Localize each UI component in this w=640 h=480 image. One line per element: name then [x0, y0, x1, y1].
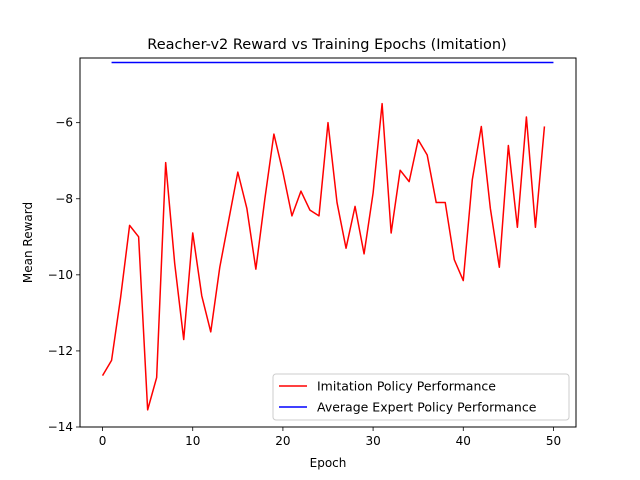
- x-tick-label: 50: [546, 434, 561, 448]
- y-tick-label: −12: [48, 344, 73, 358]
- legend-box: [272, 373, 570, 421]
- x-tick-label: 40: [456, 434, 471, 448]
- series-line-imitation: [101, 102, 546, 411]
- y-axis-label: Mean Reward: [21, 202, 35, 283]
- legend-label-expert: Average Expert Policy Performance: [317, 400, 537, 415]
- x-tick-label: 10: [185, 434, 200, 448]
- y-tick-label: −14: [48, 420, 73, 434]
- legend-label-imitation: Imitation Policy Performance: [317, 379, 496, 394]
- plot-area: [101, 61, 554, 411]
- y-tick-label: −8: [55, 192, 73, 206]
- axes-frame: [79, 57, 577, 428]
- x-tick-label: 30: [365, 434, 380, 448]
- y-tick-label: −10: [48, 268, 73, 282]
- legend: Imitation Policy Performance Average Exp…: [272, 373, 570, 421]
- y-tick-label: −6: [55, 116, 73, 130]
- axis-ticks: 0 10 20 30 40 50 −14 −12 −10 −8 −6: [48, 116, 561, 448]
- x-tick-label: 20: [275, 434, 290, 448]
- x-tick-label: 0: [99, 434, 107, 448]
- chart-title: Reacher-v2 Reward vs Training Epochs (Im…: [147, 37, 506, 53]
- x-axis-label: Epoch: [310, 456, 347, 470]
